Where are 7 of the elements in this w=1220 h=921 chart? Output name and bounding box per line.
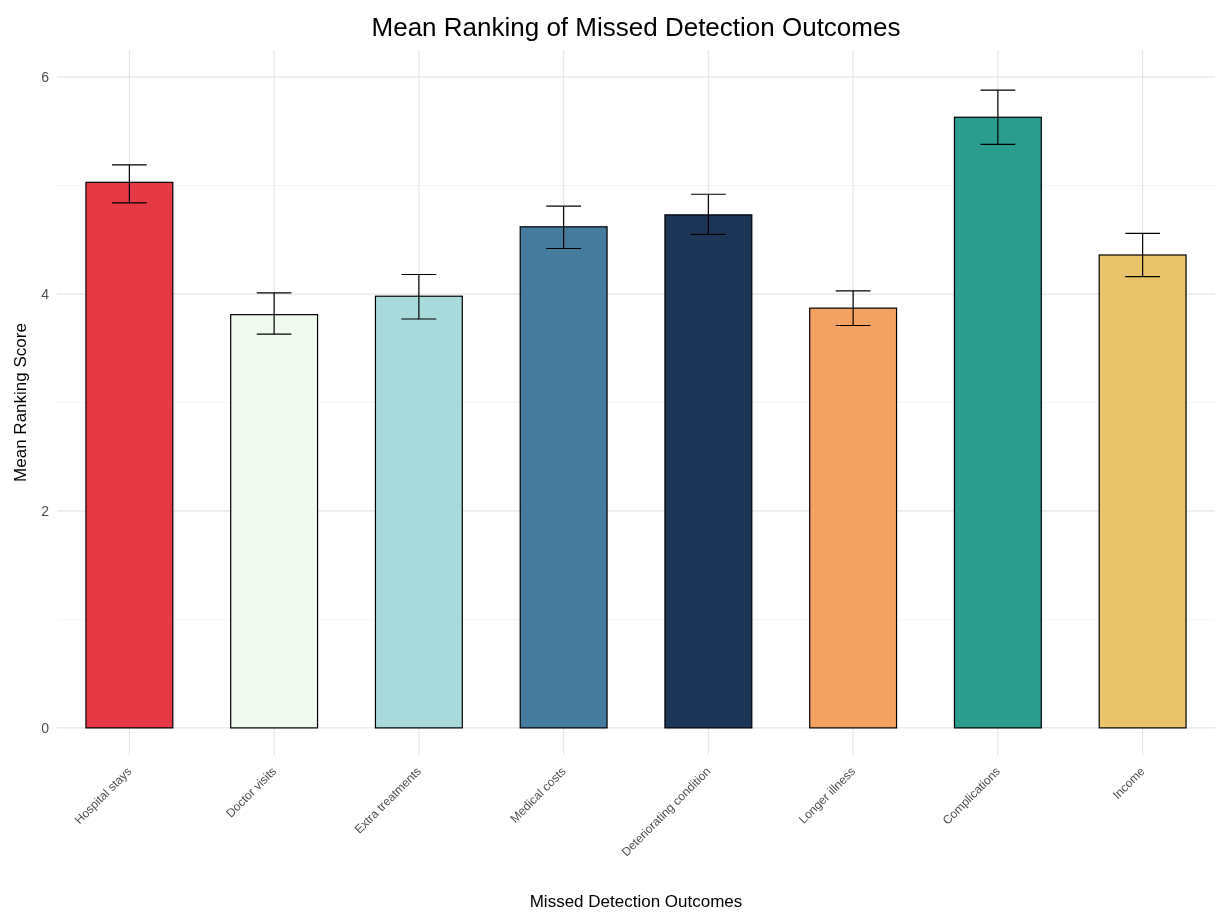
y-tick-label: 4	[41, 285, 50, 302]
y-tick-label: 0	[41, 719, 50, 736]
chart-title: Mean Ranking of Missed Detection Outcomes	[371, 12, 901, 42]
y-axis-title: Mean Ranking Score	[11, 323, 30, 482]
x-axis-title: Missed Detection Outcomes	[529, 892, 743, 911]
y-tick-label: 6	[41, 69, 50, 86]
y-tick-label: 2	[41, 502, 50, 519]
